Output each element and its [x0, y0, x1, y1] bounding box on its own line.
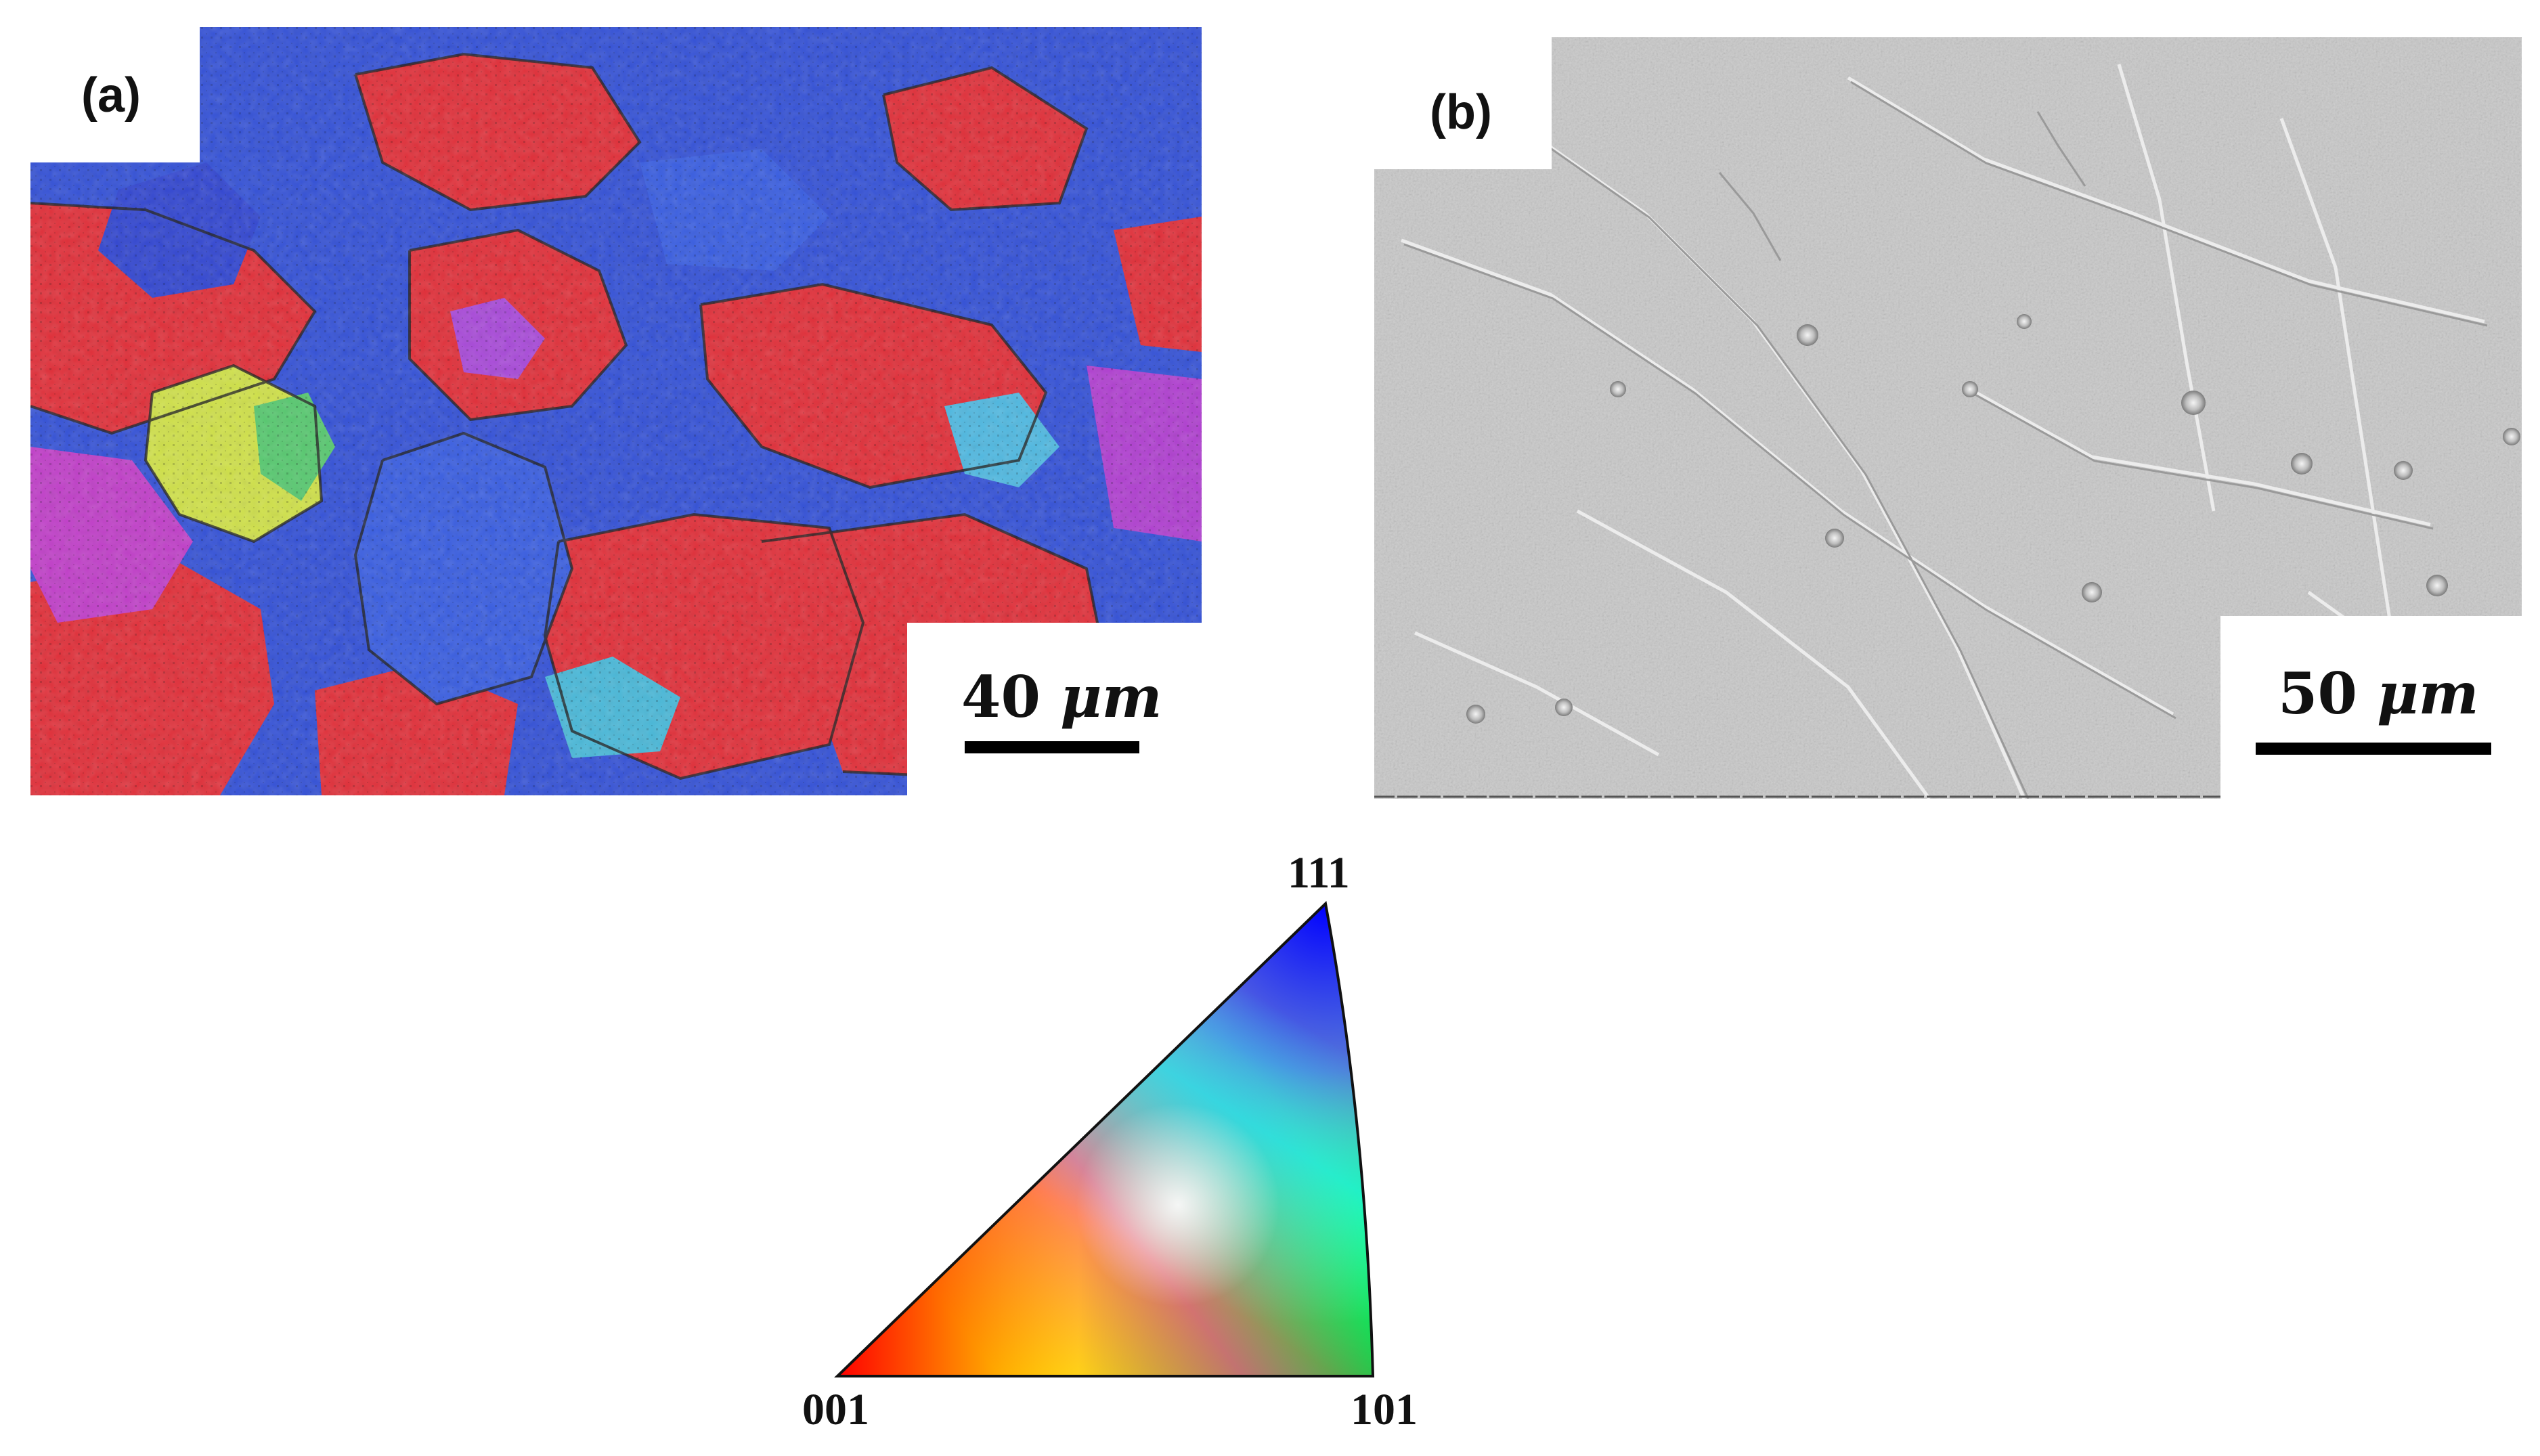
scale-value-b: 50 [2278, 660, 2357, 727]
ipf-outline [834, 900, 1375, 1377]
vertex-label-111: 111 [1288, 853, 1350, 898]
scale-bar-b [2256, 743, 2491, 755]
scale-unit-a: μm [1060, 663, 1162, 730]
ebsd-map-panel: (a) 40 μm [30, 27, 1202, 795]
ipf-triangle [834, 900, 1375, 1377]
precipitates [1466, 314, 2520, 724]
vertex-label-101: 101 [1351, 1385, 1418, 1434]
scale-bar-a [965, 741, 1139, 753]
scale-unit-b: μm [2377, 660, 2479, 727]
scale-background [907, 623, 1202, 795]
scale-label-a: 40 μm [961, 663, 1162, 730]
scale-background [2220, 616, 2522, 799]
panel-label-b: (b) [1430, 85, 1492, 139]
sem-micrograph-panel: (b) 50 μm [1374, 37, 2522, 799]
label-background [1374, 37, 1552, 169]
ipf-color-key: 111 001 101 [799, 853, 1449, 1449]
shadow-lines [1403, 81, 2488, 799]
label-background [30, 27, 200, 162]
ebsd-map [30, 27, 1202, 795]
scale-label-b: 50 μm [2278, 660, 2479, 727]
vertex-label-001: 001 [802, 1385, 869, 1434]
panel-label-a: (a) [81, 68, 141, 123]
scale-value-a: 40 [961, 663, 1041, 730]
